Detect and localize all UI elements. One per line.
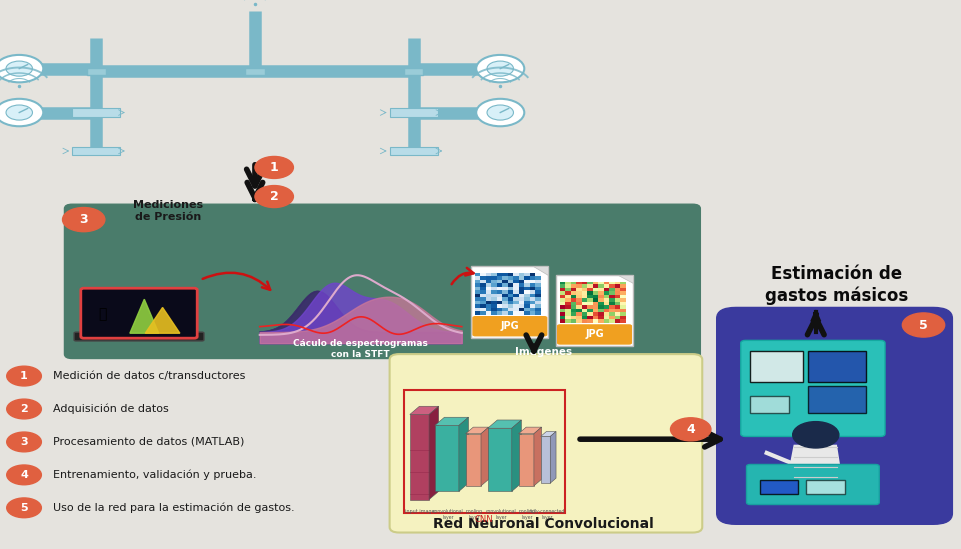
FancyBboxPatch shape xyxy=(807,351,865,382)
Text: 2: 2 xyxy=(20,404,28,414)
FancyBboxPatch shape xyxy=(805,480,844,494)
Polygon shape xyxy=(550,432,555,483)
Text: Adquisición de datos: Adquisición de datos xyxy=(53,404,168,414)
Polygon shape xyxy=(518,434,533,486)
Polygon shape xyxy=(434,425,458,491)
Polygon shape xyxy=(130,299,159,333)
Circle shape xyxy=(476,55,524,82)
FancyBboxPatch shape xyxy=(389,147,437,155)
Polygon shape xyxy=(540,436,550,483)
Text: 5: 5 xyxy=(918,318,927,332)
FancyBboxPatch shape xyxy=(716,307,951,524)
FancyBboxPatch shape xyxy=(389,354,702,533)
Text: 3: 3 xyxy=(20,437,28,447)
FancyBboxPatch shape xyxy=(807,386,865,413)
Text: 1: 1 xyxy=(20,371,28,381)
Polygon shape xyxy=(783,445,844,494)
Text: JPG: JPG xyxy=(500,321,519,331)
FancyBboxPatch shape xyxy=(245,68,264,75)
Text: Medición de datos c/transductores: Medición de datos c/transductores xyxy=(53,371,245,381)
Circle shape xyxy=(255,186,293,208)
Polygon shape xyxy=(465,427,488,434)
Text: Cáculo de espectrogramas
con la STFT: Cáculo de espectrogramas con la STFT xyxy=(293,339,428,358)
Circle shape xyxy=(486,105,513,120)
Text: 🐍: 🐍 xyxy=(99,307,107,322)
FancyBboxPatch shape xyxy=(404,68,423,75)
Polygon shape xyxy=(409,406,438,414)
Text: convolutional
layer: convolutional layer xyxy=(485,509,516,520)
Text: Entrenamiento, validación y prueba.: Entrenamiento, validación y prueba. xyxy=(53,469,257,480)
Text: Estimación de
gastos másicos: Estimación de gastos másicos xyxy=(765,265,907,305)
Text: Mediciones
de Presión: Mediciones de Presión xyxy=(134,200,203,222)
FancyBboxPatch shape xyxy=(64,204,700,358)
FancyBboxPatch shape xyxy=(72,108,120,117)
Circle shape xyxy=(6,61,33,76)
Circle shape xyxy=(901,313,944,337)
Circle shape xyxy=(7,366,41,386)
Circle shape xyxy=(7,399,41,419)
Circle shape xyxy=(670,418,710,441)
FancyBboxPatch shape xyxy=(389,108,437,117)
Circle shape xyxy=(255,156,293,178)
FancyBboxPatch shape xyxy=(746,464,878,505)
Text: 1: 1 xyxy=(269,161,279,174)
Text: Red Neuronal Convolucional: Red Neuronal Convolucional xyxy=(432,517,653,531)
Polygon shape xyxy=(429,406,438,500)
Circle shape xyxy=(476,99,524,126)
Polygon shape xyxy=(532,266,548,275)
Polygon shape xyxy=(487,428,511,491)
Circle shape xyxy=(486,61,513,76)
FancyBboxPatch shape xyxy=(86,68,106,75)
Circle shape xyxy=(7,465,41,485)
Text: 3: 3 xyxy=(80,213,87,226)
Text: pooling
layer: pooling layer xyxy=(465,509,482,520)
Polygon shape xyxy=(434,417,468,425)
Text: 5: 5 xyxy=(20,503,28,513)
Circle shape xyxy=(7,498,41,518)
FancyBboxPatch shape xyxy=(472,316,547,337)
Polygon shape xyxy=(518,427,541,434)
Polygon shape xyxy=(480,427,488,486)
Text: fully-connected
layer: fully-connected layer xyxy=(530,509,564,520)
Polygon shape xyxy=(511,420,521,491)
Polygon shape xyxy=(540,432,555,436)
Circle shape xyxy=(0,99,43,126)
Polygon shape xyxy=(617,274,632,283)
FancyBboxPatch shape xyxy=(556,324,631,345)
Polygon shape xyxy=(409,414,429,500)
Text: 4: 4 xyxy=(20,470,28,480)
Text: 4: 4 xyxy=(685,423,695,436)
Circle shape xyxy=(0,55,43,82)
Text: input image: input image xyxy=(405,509,433,514)
Text: pooling
layer: pooling layer xyxy=(518,509,535,520)
FancyBboxPatch shape xyxy=(74,332,204,341)
Polygon shape xyxy=(458,417,468,491)
Text: Procesamiento de datos (MATLAB): Procesamiento de datos (MATLAB) xyxy=(53,437,244,447)
Text: CNN: CNN xyxy=(474,515,493,524)
Circle shape xyxy=(7,432,41,452)
FancyBboxPatch shape xyxy=(759,480,798,494)
FancyBboxPatch shape xyxy=(750,396,788,413)
Circle shape xyxy=(6,105,33,120)
Polygon shape xyxy=(810,310,820,321)
Polygon shape xyxy=(487,420,521,428)
FancyBboxPatch shape xyxy=(740,340,884,436)
Polygon shape xyxy=(533,427,541,486)
Text: Uso de la red para la estimación de gastos.: Uso de la red para la estimación de gast… xyxy=(53,502,294,513)
Text: JPG: JPG xyxy=(584,329,604,339)
Text: convolutional
layer: convolutional layer xyxy=(432,509,463,520)
FancyBboxPatch shape xyxy=(72,147,120,155)
Circle shape xyxy=(792,422,838,448)
Polygon shape xyxy=(145,307,180,333)
Circle shape xyxy=(62,208,105,232)
FancyBboxPatch shape xyxy=(471,266,548,338)
FancyBboxPatch shape xyxy=(81,288,197,338)
Text: 2: 2 xyxy=(269,190,279,203)
FancyBboxPatch shape xyxy=(555,274,632,346)
FancyBboxPatch shape xyxy=(750,351,802,382)
Text: Imágenes: Imágenes xyxy=(514,347,572,357)
Polygon shape xyxy=(465,434,480,486)
